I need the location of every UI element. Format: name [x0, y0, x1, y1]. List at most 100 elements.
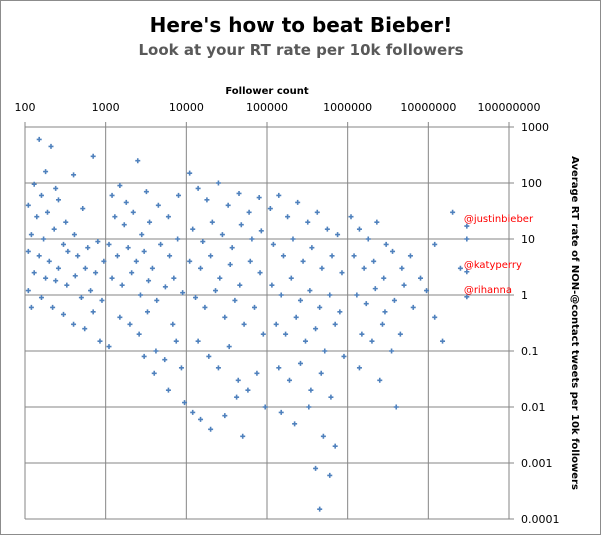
- data-point: [313, 465, 319, 471]
- data-point: [348, 214, 354, 220]
- data-point: [213, 288, 219, 294]
- data-point: [170, 321, 176, 327]
- data-point: [356, 365, 362, 371]
- x-tick-label: 1000000: [323, 101, 372, 114]
- data-point: [329, 253, 335, 259]
- data-point: [285, 214, 291, 220]
- data-point: [390, 248, 396, 254]
- data-point: [151, 370, 157, 376]
- data-point: [410, 304, 416, 310]
- data-point: [260, 331, 266, 337]
- data-point: [374, 219, 380, 225]
- data-point: [371, 258, 377, 264]
- data-point: [78, 295, 84, 301]
- data-point: [80, 206, 86, 212]
- data-point: [320, 433, 326, 439]
- data-point: [176, 192, 182, 198]
- data-point: [43, 169, 49, 175]
- data-point: [283, 331, 289, 337]
- data-point: [222, 413, 228, 419]
- data-point: [332, 321, 338, 327]
- data-point: [95, 239, 101, 245]
- data-point: [34, 214, 40, 220]
- data-point: [50, 304, 56, 310]
- data-point: [85, 245, 91, 251]
- data-point: [36, 136, 42, 142]
- data-point: [136, 331, 142, 337]
- data-point: [162, 284, 168, 290]
- data-point: [322, 348, 328, 354]
- data-point: [25, 202, 31, 208]
- data-point: [418, 275, 424, 281]
- data-point: [369, 338, 375, 344]
- data-point: [252, 304, 258, 310]
- data-point: [332, 443, 338, 449]
- data-point: [232, 297, 238, 303]
- data-point: [106, 241, 112, 247]
- data-point: [65, 248, 71, 254]
- data-point: [187, 170, 193, 176]
- annotations: @justinbieber @katyperry @rihanna: [464, 214, 534, 300]
- data-point: [424, 288, 430, 294]
- data-point: [305, 219, 311, 225]
- data-point: [236, 190, 242, 196]
- data-point: [190, 226, 196, 232]
- data-point: [190, 409, 196, 415]
- data-point: [36, 253, 42, 259]
- data-point: [256, 195, 262, 201]
- data-point: [204, 197, 210, 203]
- data-point: [245, 387, 251, 393]
- annotation-label: @rihanna: [464, 285, 512, 296]
- data-point: [450, 209, 456, 215]
- data-point: [292, 421, 298, 427]
- data-point: [154, 297, 160, 303]
- data-point: [215, 180, 221, 186]
- data-point: [72, 273, 78, 279]
- data-point: [171, 275, 177, 281]
- data-point: [222, 314, 228, 320]
- data-point: [64, 282, 70, 288]
- data-point: [117, 183, 123, 189]
- y-tick-label: 0.0001: [521, 513, 560, 526]
- data-point: [182, 400, 188, 406]
- data-point: [141, 353, 147, 359]
- data-point: [165, 387, 171, 393]
- y-axis-title: Average RT rate of NON-@contact tweets p…: [569, 156, 580, 490]
- data-point: [262, 404, 268, 410]
- data-point: [48, 143, 54, 149]
- data-point: [306, 404, 312, 410]
- data-point: [149, 265, 155, 271]
- data-point: [327, 292, 333, 298]
- data-point: [208, 426, 214, 432]
- data-point: [114, 253, 120, 259]
- tick-labels: 100 1000 10000 100000 1000000 10000000 1000000…: [15, 101, 560, 526]
- y-tick-label: 0.01: [521, 401, 546, 414]
- data-point: [28, 304, 34, 310]
- data-point: [391, 297, 397, 303]
- data-point: [240, 433, 246, 439]
- data-point: [195, 185, 201, 191]
- data-point: [55, 265, 61, 271]
- data-point: [319, 265, 325, 271]
- data-point: [31, 270, 37, 276]
- data-point: [101, 258, 107, 264]
- data-point: [254, 370, 260, 376]
- data-point: [363, 301, 369, 307]
- chart-title: Here's how to beat Bieber!: [149, 13, 453, 37]
- data-point: [379, 321, 385, 327]
- data-point: [293, 314, 299, 320]
- data-points: [25, 136, 470, 512]
- data-point: [246, 209, 252, 215]
- data-point: [75, 253, 81, 259]
- gridlines: [24, 122, 514, 520]
- data-point: [351, 253, 357, 259]
- data-point: [464, 236, 470, 242]
- data-point: [82, 326, 88, 332]
- data-point: [401, 282, 407, 288]
- data-point: [399, 265, 405, 271]
- data-point: [109, 275, 115, 281]
- data-point: [198, 416, 204, 422]
- data-point: [361, 265, 367, 271]
- data-point: [28, 232, 34, 238]
- chart-subtitle: Look at your RT rate per 10k followers: [138, 41, 464, 59]
